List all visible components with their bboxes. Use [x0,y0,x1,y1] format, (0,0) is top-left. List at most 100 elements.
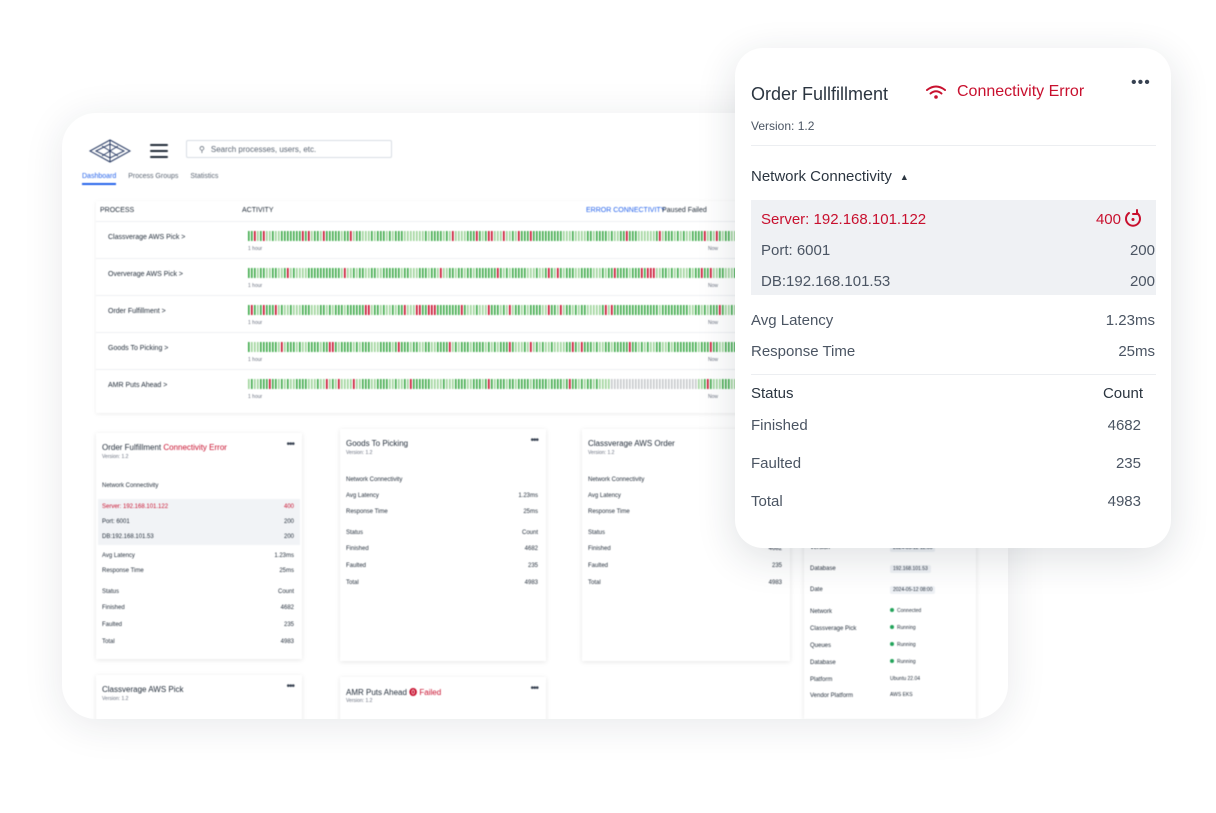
activity-tick [620,379,622,389]
activity-tick [578,268,580,278]
activity-tick [296,231,298,241]
activity-tick [284,231,286,241]
activity-tick [476,231,478,241]
activity-tick [281,379,283,389]
retry-icon[interactable] [1123,209,1143,229]
activity-tick [719,342,721,352]
activity-tick [458,379,460,389]
activity-tick [605,305,607,315]
table-row[interactable]: AMR Puts Ahead > 1 hour Now [96,369,776,407]
activity-tick [434,231,436,241]
activity-tick [545,305,547,315]
activity-tick [362,379,364,389]
activity-tick [323,305,325,315]
more-icon[interactable]: ••• [530,435,538,446]
activity-tick [530,305,532,315]
more-options-icon[interactable]: ••• [1131,74,1151,91]
activity-tick [371,305,373,315]
activity-tick [380,231,382,241]
card-section[interactable]: Network Connectivity [102,483,159,489]
card-section[interactable]: Network Connectivity [346,477,403,483]
tab-process-groups[interactable]: Process Groups [128,173,179,180]
activity-tick [404,268,406,278]
process-card-amr-puts-ahead[interactable]: AMR Puts Ahead ⓿ Failed ••• Version: 1.2 [340,677,546,719]
process-card-goods-to-picking[interactable]: Goods To Picking ••• Version: 1.2 Networ… [340,429,546,661]
activity-tick [578,305,580,315]
activity-tick [356,379,358,389]
activity-tick [458,231,460,241]
col-error-connectivity[interactable]: ERROR CONNECTIVITY [586,207,666,214]
activity-tick [473,231,475,241]
chevron-up-icon: ▲ [899,171,909,182]
activity-tick [416,342,418,352]
table-row[interactable]: Order Fulfillment > 1 hour Now [96,295,776,333]
activity-tick [689,342,691,352]
activity-tick [641,342,643,352]
more-icon[interactable]: ••• [286,439,294,450]
db-label: DB:192.168.101.53 [761,273,891,290]
activity-tick [248,305,250,315]
card-faulted-val: 235 [527,563,538,569]
activity-tick [626,268,628,278]
search-input[interactable]: ⚲ Search processes, users, etc. [186,140,392,158]
activity-bars [248,231,775,241]
tab-statistics[interactable]: Statistics [190,173,219,180]
process-name[interactable]: Oververage AWS Pick > [108,271,184,278]
activity-tick [728,268,730,278]
activity-tick [623,305,625,315]
activity-tick [377,305,379,315]
activity-tick [479,342,481,352]
activity-tick [323,342,325,352]
network-connectivity-toggle[interactable]: Network Connectivity ▲ [751,168,909,185]
process-name[interactable]: Classverage AWS Pick > [108,234,186,241]
activity-tick [302,231,304,241]
activity-tick [326,268,328,278]
activity-tick [338,342,340,352]
activity-tick [626,379,628,389]
faulted-label: Faulted [751,455,802,472]
process-name[interactable]: Order Fulfillment > [108,308,166,315]
activity-tick [527,305,529,315]
process-name[interactable]: AMR Puts Ahead > [108,382,168,389]
card-section[interactable]: Network Connectivity [588,477,645,483]
card-finished: Finished [102,605,125,611]
activity-tick [659,231,661,241]
more-icon[interactable]: ••• [286,681,294,692]
activity-tick [443,379,445,389]
process-name[interactable]: Goods To Picking > [108,345,169,352]
activity-tick [500,342,502,352]
menu-icon[interactable] [150,144,168,158]
activity-tick [428,268,430,278]
activity-tick [398,231,400,241]
table-row[interactable]: Oververage AWS Pick > 1 hour Now [96,258,776,296]
activity-tick [698,342,700,352]
tab-dashboard[interactable]: Dashboard [82,173,117,185]
activity-tick [365,342,367,352]
activity-tick [716,305,718,315]
activity-tick [263,342,265,352]
activity-tick [689,305,691,315]
activity-tick [716,379,718,389]
more-icon[interactable]: ••• [530,683,538,694]
activity-tick [542,268,544,278]
activity-tick [353,268,355,278]
activity-tick [599,268,601,278]
activity-tick [257,231,259,241]
activity-tick [395,231,397,241]
time-end: Now [708,246,719,252]
table-row[interactable]: Goods To Picking > 1 hour Now [96,332,776,370]
status-value: Running [890,642,916,648]
activity-tick [482,379,484,389]
activity-tick [410,379,412,389]
activity-tick [488,268,490,278]
process-card-order-fulfillment[interactable]: Order Fulfillment Connectivity Error •••… [96,433,302,659]
table-row[interactable]: Classverage AWS Pick > 1 hour Now [96,221,776,259]
activity-tick [716,231,718,241]
activity-tick [398,379,400,389]
activity-tick [479,305,481,315]
activity-tick [338,379,340,389]
process-card-classverage-aws-pick[interactable]: Classverage AWS Pick ••• Version: 1.2 [96,675,302,719]
activity-tick [611,379,613,389]
activity-tick [485,379,487,389]
activity-tick [362,268,364,278]
